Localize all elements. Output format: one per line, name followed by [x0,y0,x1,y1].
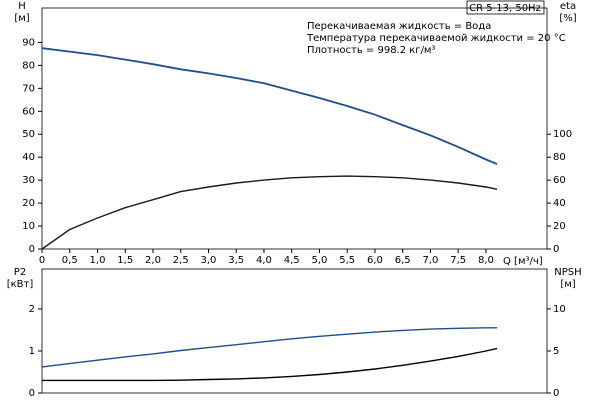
y2-tick-label: 20 [553,221,566,232]
x-tick-label: 6,5 [395,255,411,266]
y-tick-label: 90 [22,37,35,48]
x-tick-label: 7,0 [423,255,439,266]
y-tick-label: 30 [22,175,35,186]
x-tick-label: 3,0 [201,255,217,266]
y2-axis-label: eta [560,1,576,12]
annotation: Перекачиваемая жидкость = Вода [307,21,491,32]
y2-tick-label: 10 [553,304,566,315]
x-tick-label: 5,5 [339,255,355,266]
x-tick-label: 2,5 [173,255,189,266]
x-tick-label: 5,0 [312,255,328,266]
y-tick-label: 70 [22,83,35,94]
y2-tick-label: 5 [553,346,559,357]
y-tick-label: 10 [22,221,35,232]
y2-tick-label: 40 [553,198,566,209]
x-tick-label: 0 [39,255,45,266]
plot-frame [41,268,548,394]
y-axis-unit: [м] [14,13,29,24]
y-axis-label: H [18,1,26,12]
y-tick-label: 0 [29,244,35,255]
y-axis-unit: [кВт] [7,279,34,290]
y-tick-label: 1 [29,346,35,357]
y2-tick-label: 0 [553,388,559,399]
data-line [41,175,498,250]
x-tick-label: 2,0 [145,255,161,266]
x-tick-label: 1,5 [117,255,133,266]
y-tick-label: 40 [22,152,35,163]
y-tick-label: 50 [22,129,35,140]
chart-title: CR 5-13, 50Hz [469,3,541,14]
y2-tick-label: 0 [553,244,559,255]
plot-frame [41,7,548,250]
x-tick-label: 4,0 [256,255,272,266]
title-box [466,0,545,15]
x-tick-label: 6,0 [367,255,383,266]
y-tick-label: 0 [29,388,35,399]
y2-tick-label: 100 [553,129,572,140]
x-tick-label: 4,5 [284,255,300,266]
x-tick-label: 1,0 [90,255,106,266]
data-line [42,347,498,382]
y2-axis-unit: [м] [560,279,575,290]
x-tick-label: 7,5 [450,255,466,266]
y2-tick-label: 60 [553,175,566,186]
annotation: Плотность = 998.2 кг/м³ [307,45,436,56]
y-tick-label: 20 [22,198,35,209]
y2-axis-label: NPSH [554,267,581,278]
data-line [41,47,498,165]
annotation: Температура перекачиваемой жидкости = 20… [306,33,566,44]
y-axis-label: P2 [14,267,26,278]
x-axis-label: Q [м³/ч] [503,256,543,267]
x-tick-label: 3,5 [228,255,244,266]
x-tick-label: 0,5 [62,255,78,266]
data-line [41,327,498,368]
y-tick-label: 2 [29,304,35,315]
y-tick-label: 80 [22,60,35,71]
y-tick-label: 60 [22,106,35,117]
x-tick-label: 8,0 [478,255,494,266]
y2-tick-label: 80 [553,152,566,163]
y2-axis-unit: [%] [559,13,576,24]
